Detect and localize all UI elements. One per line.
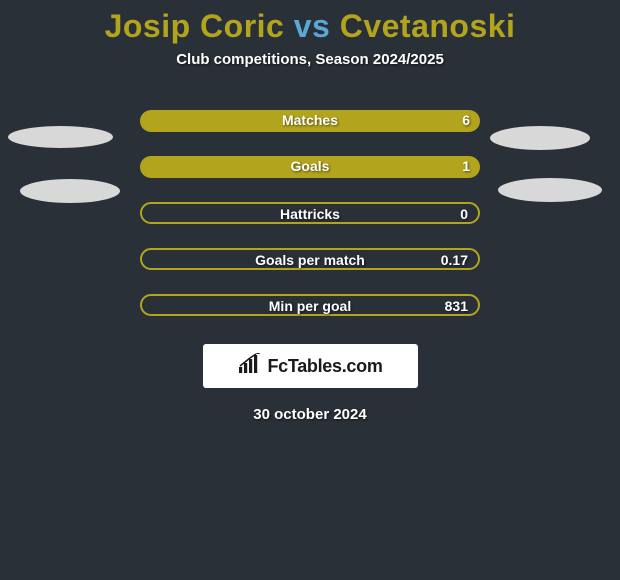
stat-label: Hattricks	[142, 206, 478, 222]
stat-value-right: 1	[462, 158, 470, 174]
stat-label: Matches	[140, 112, 480, 128]
stat-row: Matches6	[140, 110, 480, 132]
stat-value-right: 6	[462, 112, 470, 128]
brand-logo-text: FcTables.com	[267, 356, 382, 377]
title-player1: Josip Coric	[105, 8, 285, 44]
stat-value-right: 831	[445, 298, 468, 314]
avatar-placeholder	[490, 126, 590, 150]
stat-rows: Matches6Goals1Hattricks0Goals per match0…	[140, 110, 480, 316]
avatar-placeholder	[498, 178, 602, 202]
subtitle: Club competitions, Season 2024/2025	[0, 51, 620, 68]
title-vs: vs	[294, 8, 331, 44]
avatar-placeholder	[8, 126, 113, 148]
stat-row: Hattricks0	[140, 202, 480, 224]
stat-value-right: 0	[460, 206, 468, 222]
stat-label: Goals	[140, 158, 480, 174]
stat-label: Goals per match	[142, 252, 478, 268]
stats-block: Matches6Goals1Hattricks0Goals per match0…	[0, 110, 620, 316]
stat-row: Min per goal831	[140, 294, 480, 316]
brand-logo: FcTables.com	[203, 344, 418, 388]
stat-label: Min per goal	[142, 298, 478, 314]
avatar-placeholder	[20, 179, 120, 203]
stat-row: Goals per match0.17	[140, 248, 480, 270]
stat-row: Goals1	[140, 156, 480, 178]
title-player2: Cvetanoski	[340, 8, 516, 44]
footer-date: 30 october 2024	[0, 406, 620, 423]
page-title: Josip Coric vs Cvetanoski	[0, 0, 620, 45]
stat-value-right: 0.17	[441, 252, 468, 268]
chart-icon	[237, 353, 263, 380]
